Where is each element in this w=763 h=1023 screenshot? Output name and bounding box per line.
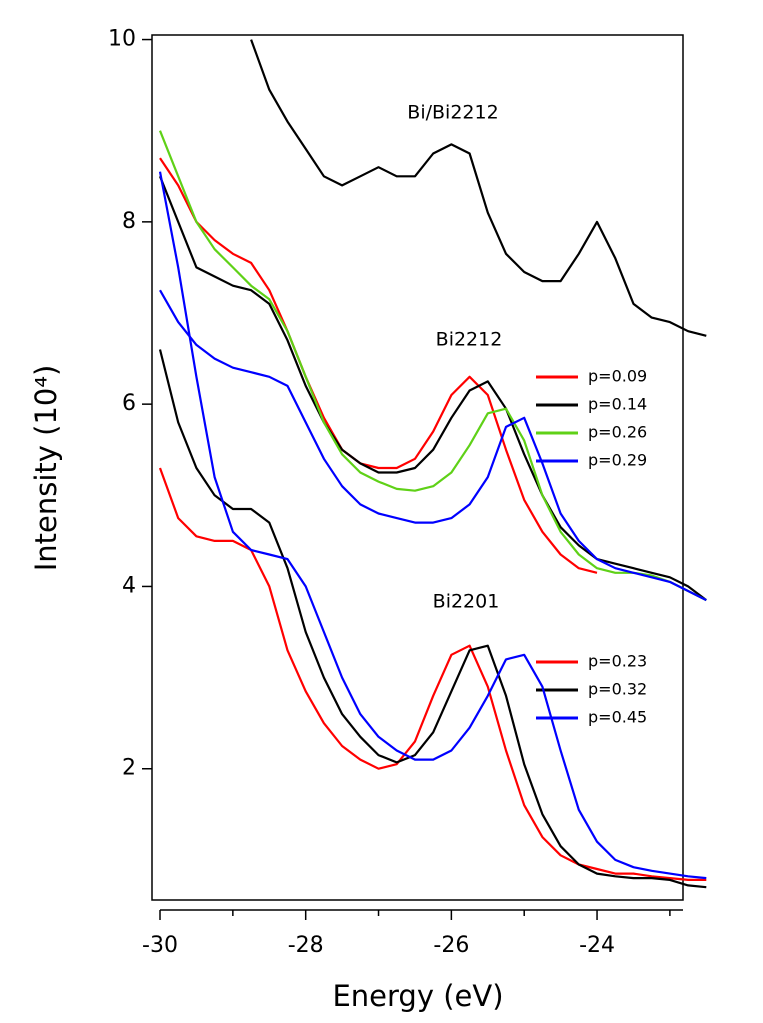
x-tick-label: -28 xyxy=(288,933,324,958)
x-tick-label: -24 xyxy=(579,933,615,958)
legend-label: p=0.14 xyxy=(588,395,647,414)
legend-label: p=0.32 xyxy=(588,680,647,699)
series-line xyxy=(158,171,707,880)
y-tick-label: 8 xyxy=(122,209,136,234)
series-line xyxy=(158,130,707,602)
y-axis-label: Intensity (10⁴) xyxy=(29,365,63,572)
legend-label: p=0.29 xyxy=(588,451,647,470)
y-tick-label: 2 xyxy=(122,756,136,781)
series-line xyxy=(158,349,707,889)
x-axis-label: Energy (eV) xyxy=(332,979,503,1013)
series-line xyxy=(158,175,707,601)
y-tick-label: 6 xyxy=(122,391,136,416)
y-tick-label: 10 xyxy=(108,27,136,52)
x-tick-label: -26 xyxy=(433,933,469,958)
series-line xyxy=(158,467,707,881)
y-tick-label: 4 xyxy=(122,573,136,598)
group-label: Bi2201 xyxy=(433,591,500,613)
legend-label: p=0.26 xyxy=(588,423,647,442)
series-line xyxy=(159,157,598,574)
group-label: Bi2212 xyxy=(436,329,503,351)
legend-label: p=0.45 xyxy=(588,708,647,727)
x-tick-label: -30 xyxy=(142,933,178,958)
series-line xyxy=(159,289,707,602)
group-label: Bi/Bi2212 xyxy=(407,102,498,124)
plot-frame xyxy=(151,34,684,901)
legend-label: p=0.23 xyxy=(588,652,647,671)
series-line xyxy=(250,39,707,337)
legend-label: p=0.09 xyxy=(588,367,647,386)
